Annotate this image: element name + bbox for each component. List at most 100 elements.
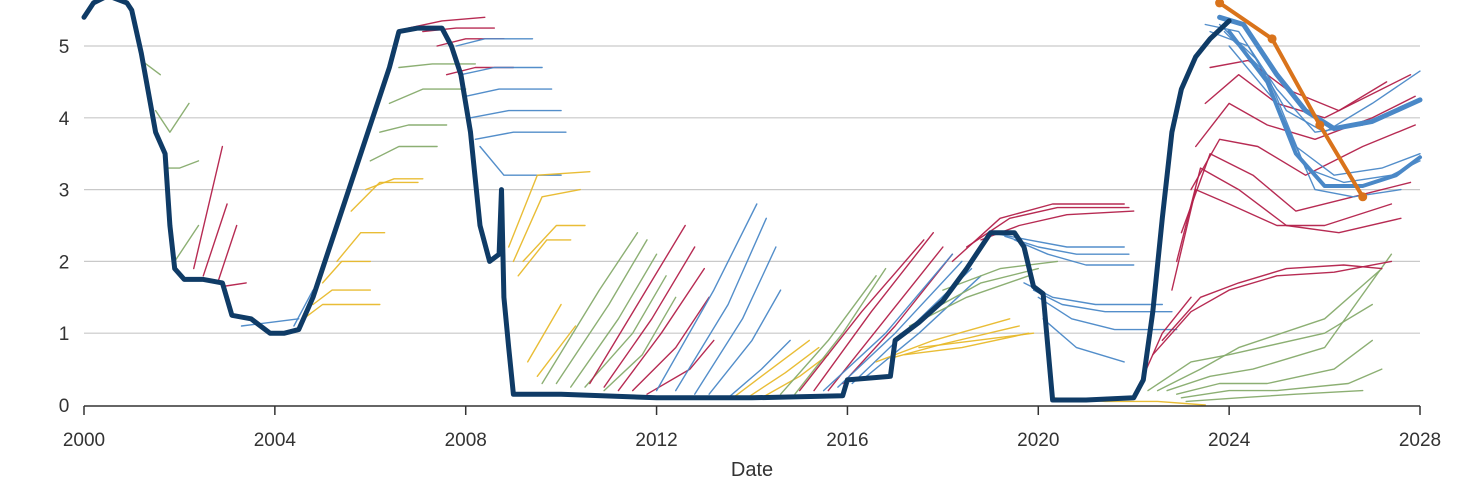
projection-path-25 [460, 66, 543, 76]
projection-path-96 [1204, 73, 1412, 119]
projection-path-85 [1166, 253, 1393, 392]
projection-path-8 [240, 318, 300, 327]
projection-path-43 [617, 267, 705, 392]
projection-path-42 [603, 246, 696, 388]
projection-path-6 [216, 224, 238, 284]
projection-path-16 [369, 145, 438, 162]
gridlines [84, 45, 1420, 334]
projection-path-1 [154, 102, 190, 133]
projection-path-28 [474, 131, 567, 141]
y-tick-label-5: 5 [59, 37, 70, 58]
projection-path-46 [655, 203, 758, 392]
forecast-line [1215, 0, 1368, 202]
projection-path-45 [646, 339, 715, 395]
projection-path-37 [555, 239, 648, 385]
projection-path-39 [584, 275, 667, 388]
projection-path-19 [398, 63, 476, 69]
projection-path-78 [1032, 289, 1173, 313]
projection-path-24 [455, 38, 534, 47]
projection-path-12 [321, 260, 371, 284]
projection-path-55 [794, 267, 887, 395]
projection-path-58 [827, 246, 944, 392]
projection-path-61 [837, 260, 963, 388]
projection-path-38 [570, 253, 658, 388]
projection-path-4 [192, 145, 224, 270]
projection-path-41 [589, 224, 686, 385]
projection-path-27 [469, 109, 562, 119]
x-tick-label-2000: 2000 [63, 430, 105, 451]
projection-path-92 [1175, 167, 1402, 263]
projection-path-13 [336, 231, 386, 263]
y-tick-label-2: 2 [59, 252, 70, 273]
x-tick-label-2016: 2016 [826, 430, 868, 451]
forecast-point-0 [1215, 0, 1225, 8]
forecast-point-1 [1267, 34, 1277, 44]
forecast-series [1217, 0, 1365, 199]
projection-path-3 [173, 224, 200, 263]
x-tick-label-2028: 2028 [1399, 430, 1441, 451]
projection-path-59 [842, 253, 954, 385]
forecast-point-2 [1315, 120, 1325, 130]
policy-rate-series [81, 0, 1232, 403]
projection-path-74 [989, 231, 1125, 248]
x-axis-label: Date [731, 459, 773, 481]
highlight-path-1 [1227, 29, 1422, 188]
projection-path-67 [918, 332, 1035, 349]
projection-path-17 [379, 124, 448, 133]
projection-paths [140, 16, 1421, 406]
y-tick-label-4: 4 [59, 109, 70, 130]
projection-path-36 [541, 231, 639, 385]
projection-path-30 [508, 170, 591, 248]
projection-path-47 [675, 217, 767, 392]
projection-path-69 [927, 267, 1040, 313]
projection-path-91 [1171, 188, 1393, 291]
projection-path-44 [632, 296, 710, 392]
projection-path-7 [221, 282, 247, 288]
projection-path-86 [1175, 339, 1374, 395]
highlight-path-0 [1217, 14, 1423, 132]
projection-path-99 [1209, 30, 1421, 133]
projection-path-88 [1185, 389, 1364, 403]
projection-path-54 [779, 275, 877, 395]
projection-path-60 [822, 253, 954, 392]
policy-rate-line [81, 0, 1232, 403]
projection-path-76 [1013, 239, 1135, 266]
projection-path-100 [1218, 23, 1421, 176]
projection-path-48 [694, 246, 777, 395]
projection-path-90 [1161, 264, 1383, 342]
projection-path-70 [942, 260, 1059, 291]
projection-path-80 [1042, 318, 1125, 363]
x-tick-label-2012: 2012 [635, 430, 677, 451]
x-tick-label-2008: 2008 [445, 430, 487, 451]
x-tick-label-2020: 2020 [1017, 430, 1059, 451]
projection-path-89 [1152, 260, 1393, 356]
projection-path-35 [536, 325, 577, 377]
projection-path-31 [512, 188, 581, 263]
projection-path-5 [202, 203, 228, 277]
projection-path-84 [1156, 267, 1383, 392]
x-axis [83, 405, 1421, 415]
x-tick-label-2004: 2004 [254, 430, 297, 451]
projection-path-14 [350, 181, 419, 212]
y-tick-label-3: 3 [59, 181, 70, 202]
projection-path-102 [1228, 45, 1402, 198]
projection-path-56 [799, 239, 925, 392]
projection-path-29 [479, 145, 562, 176]
x-tick-labels: 2000 2004 2008 2012 2016 2020 2024 2028 [63, 430, 1441, 451]
projection-path-32 [517, 239, 572, 277]
projection-path-52 [746, 346, 820, 399]
forecast-point-3 [1358, 192, 1368, 202]
y-tick-label-1: 1 [59, 324, 70, 345]
projection-path-2 [164, 160, 200, 169]
projection-path-57 [813, 231, 934, 392]
projection-path-66 [904, 332, 1030, 356]
projection-path-87 [1180, 368, 1383, 399]
projection-path-49 [708, 289, 782, 395]
projection-path-15 [364, 178, 424, 191]
projection-path-94 [1190, 124, 1416, 191]
y-tick-labels: 0 1 2 3 4 5 [59, 37, 70, 417]
projection-path-9 [293, 289, 314, 327]
projection-path-33 [522, 224, 586, 263]
projection-path-34 [527, 303, 562, 363]
